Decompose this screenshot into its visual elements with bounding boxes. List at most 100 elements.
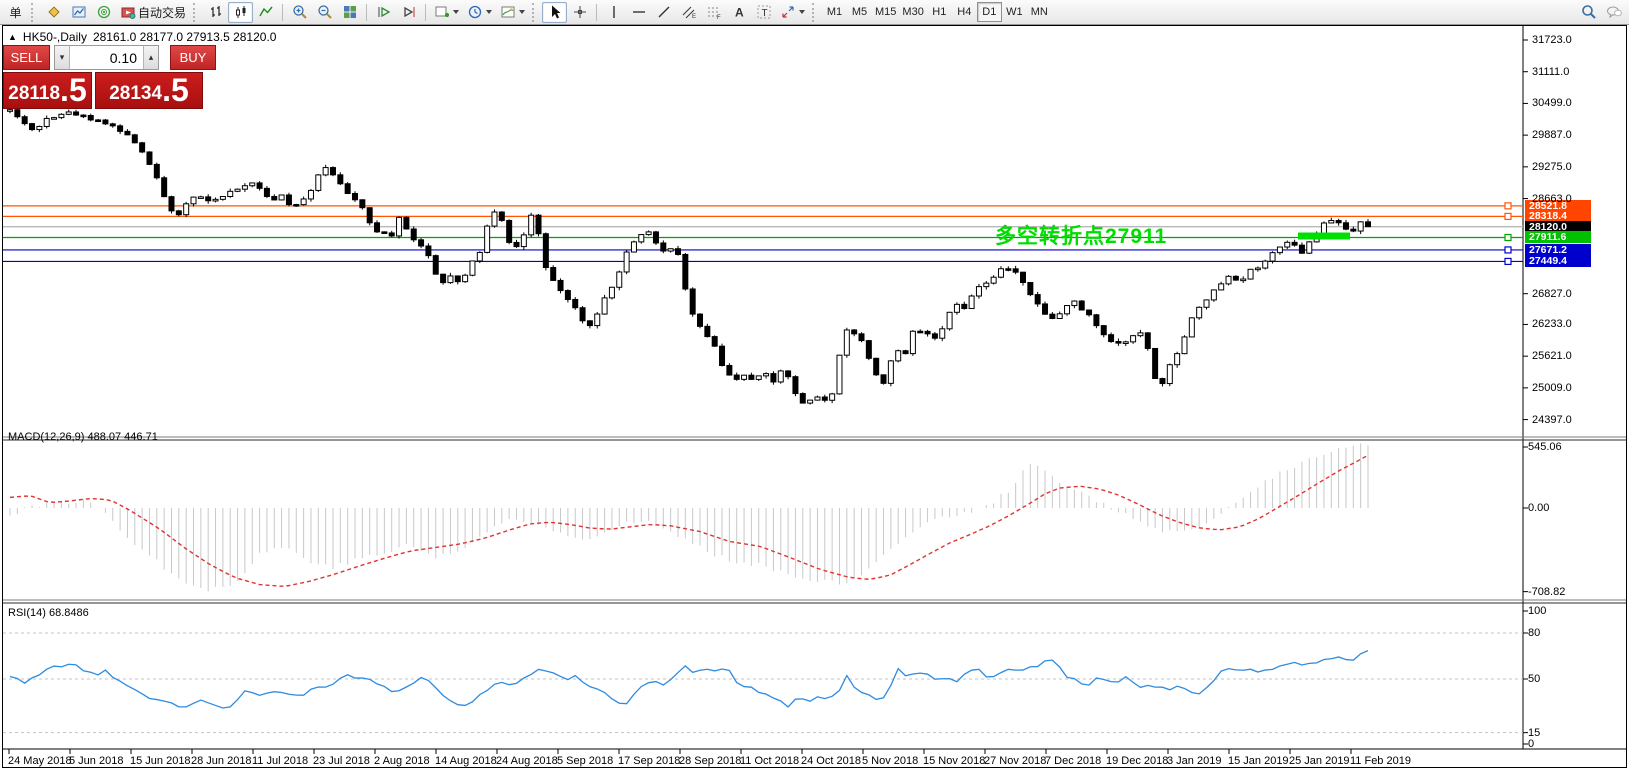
candlestick-chart-button[interactable] — [228, 1, 254, 23]
vline-icon — [606, 4, 622, 20]
macd-histogram — [9, 443, 1369, 592]
toolbar-grip[interactable] — [812, 2, 817, 22]
timeframe-button-m30[interactable]: M30 — [902, 6, 924, 18]
toolbar-grip[interactable] — [31, 2, 36, 22]
timeframe-button-h4[interactable]: H4 — [957, 6, 972, 18]
chat-button[interactable] — [1601, 2, 1626, 23]
chart-title: ▲ HK50-,Daily 28161.0 28177.0 27913.5 28… — [8, 30, 276, 44]
crosshair-button[interactable] — [567, 2, 592, 23]
signals-icon-button[interactable] — [91, 2, 116, 23]
svg-text:A: A — [735, 6, 744, 20]
svg-text:F: F — [717, 15, 721, 20]
green-trend-segment[interactable] — [1298, 232, 1350, 240]
textT-icon: T — [756, 4, 772, 20]
fibonacci-button[interactable]: F — [701, 2, 726, 23]
rsi-level-lines — [3, 632, 1523, 734]
chart-blue-icon — [71, 4, 87, 20]
line-chart-button[interactable] — [253, 2, 278, 23]
chart-frame — [2, 25, 1627, 768]
chart-shift-button[interactable] — [396, 2, 421, 23]
dropdown-caret-icon[interactable] — [519, 10, 526, 14]
cursor-icon — [547, 4, 563, 20]
arrows-icon — [780, 4, 796, 20]
toolbar-grip[interactable] — [532, 2, 537, 22]
new-order-button-label: 单 — [9, 5, 22, 20]
volume-decrease-button[interactable]: ▾ — [55, 46, 70, 69]
trendline-button[interactable] — [651, 2, 676, 23]
macd-values: 488.07 446.71 — [87, 431, 158, 443]
fibo-icon: F — [706, 4, 722, 20]
timeframe-button-m1[interactable]: M1 — [826, 6, 843, 18]
volume-increase-button[interactable]: ▴ — [143, 46, 158, 69]
toolbar-separator — [596, 3, 598, 21]
chartshift-icon — [401, 4, 417, 20]
search-icon — [1581, 4, 1597, 20]
tile-windows-button[interactable] — [337, 2, 362, 23]
dropdown-caret-icon[interactable] — [486, 10, 493, 14]
buy-button[interactable]: BUY — [170, 45, 216, 70]
timeframe-button-m15[interactable]: M15 — [875, 6, 897, 18]
text-button[interactable]: A — [726, 2, 751, 23]
market-watch-icon-button[interactable] — [41, 2, 66, 23]
scale-tick-marks — [8, 39, 1528, 754]
ohlc-values: 28161.0 28177.0 27913.5 28120.0 — [92, 30, 277, 44]
horizontal-line-button[interactable] — [626, 2, 651, 23]
volume-value[interactable]: 0.10 — [70, 46, 143, 69]
sell-price-box[interactable]: 28118.5 — [3, 72, 92, 109]
add-indicator-icon — [434, 4, 450, 20]
toolbar: 单 自动交易 E F A T M1 M5 M15 M30 H1 H4 D1 W1 MN — [0, 0, 1629, 25]
indicators-button[interactable] — [430, 2, 463, 23]
chat-icon — [1606, 4, 1622, 20]
toolbar-grip[interactable] — [193, 2, 198, 22]
candlestick-series — [7, 107, 1371, 405]
toolbar-separator — [282, 3, 284, 21]
search-button[interactable] — [1576, 2, 1601, 23]
autotrading-button-label: 自动交易 — [138, 5, 187, 20]
buy-price-box[interactable]: 28134.5 — [95, 72, 203, 109]
periods-button[interactable] — [463, 2, 496, 23]
autotrade-icon — [120, 4, 136, 20]
svg-text:T: T — [761, 8, 767, 19]
crosshair-icon — [572, 4, 588, 20]
arrows-button[interactable] — [776, 2, 809, 23]
text-label-button[interactable]: T — [751, 2, 776, 23]
new-order-button[interactable]: 单 — [3, 2, 28, 23]
collapse-panel-arrow-icon[interactable]: ▲ — [8, 32, 17, 42]
dropdown-caret-icon[interactable] — [799, 10, 806, 14]
bar-chart-button[interactable] — [203, 2, 228, 23]
equidistant-channel-button[interactable]: E — [676, 2, 701, 23]
line-icon — [258, 4, 274, 20]
new-chart-button[interactable] — [66, 2, 91, 23]
tile-icon — [342, 4, 358, 20]
autoscroll-icon — [376, 4, 392, 20]
rsi-value: 68.8486 — [48, 607, 89, 619]
timeframe-button-w1[interactable]: W1 — [1006, 6, 1023, 18]
cursor-button[interactable] — [542, 1, 568, 23]
rsi-label: RSI(14) 68.8486 — [8, 607, 89, 619]
template-icon — [500, 4, 516, 20]
toolbar-separator — [366, 3, 368, 21]
templates-button[interactable] — [496, 2, 529, 23]
zoom-out-button[interactable] — [312, 2, 337, 23]
timeframe-button-mn[interactable]: MN — [1030, 6, 1048, 18]
gold-diamond-icon — [46, 4, 62, 20]
zoom-out-icon — [317, 4, 333, 20]
auto-scroll-button[interactable] — [371, 2, 396, 23]
rsi-line — [9, 650, 1369, 709]
vertical-line-button[interactable] — [601, 2, 626, 23]
timeframe-button-m5[interactable]: M5 — [851, 6, 868, 18]
hline-icon — [631, 4, 647, 20]
zoom-in-icon — [292, 4, 308, 20]
sell-price-frac: .5 — [60, 72, 87, 108]
timeframe-button-h1[interactable]: H1 — [932, 6, 947, 18]
buy-price-main: 28134 — [109, 83, 163, 104]
sell-button[interactable]: SELL — [3, 45, 50, 70]
zoom-in-button[interactable] — [287, 2, 312, 23]
macd-title: MACD(12,26,9) — [8, 431, 85, 443]
rsi-title: RSI(14) — [8, 607, 46, 619]
autotrading-button[interactable]: 自动交易 — [116, 2, 190, 23]
one-click-trading-panel: SELL ▾ 0.10 ▴ BUY 28118.5 28134.5 — [3, 45, 216, 109]
timeframe-button-d1[interactable]: D1 — [976, 2, 1002, 22]
dropdown-caret-icon[interactable] — [453, 10, 460, 14]
